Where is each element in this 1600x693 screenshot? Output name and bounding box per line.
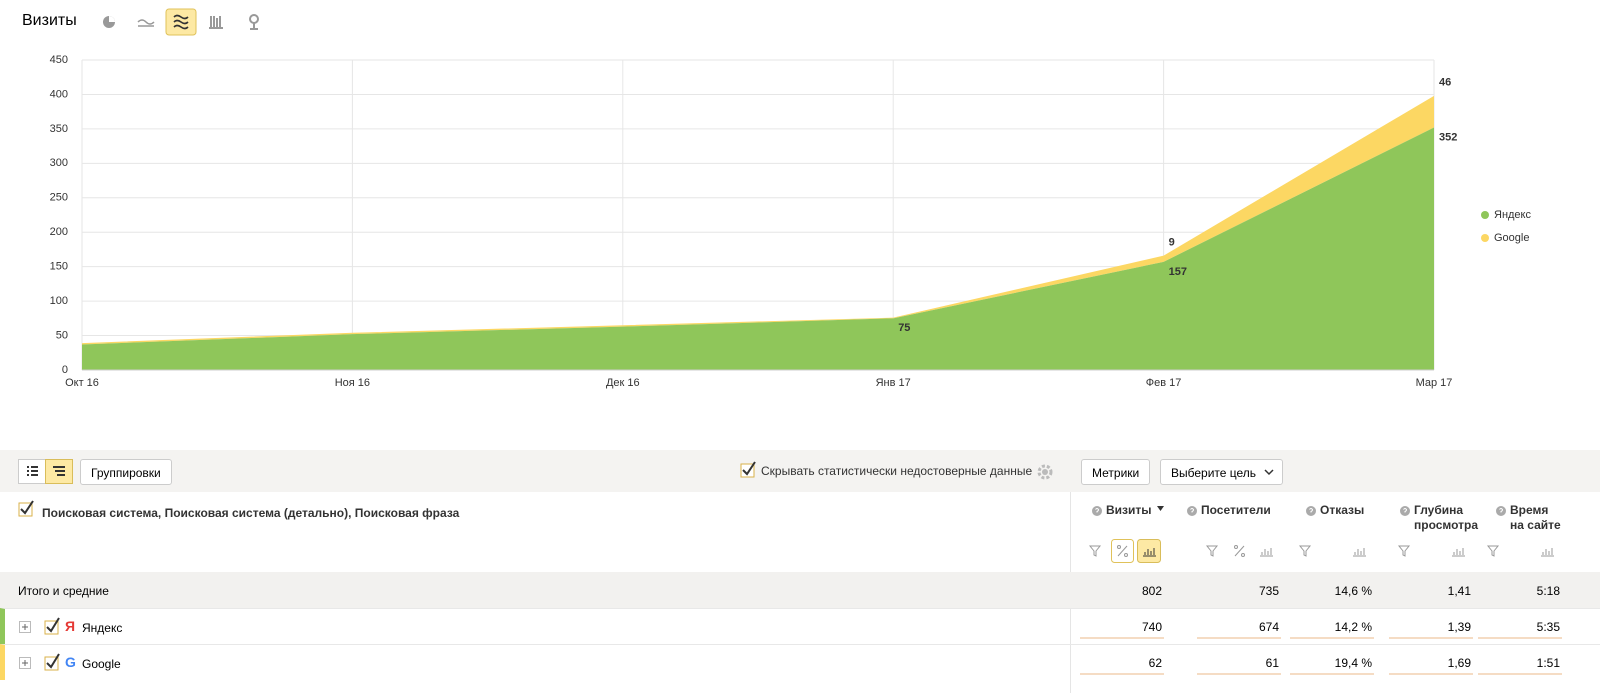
data-label: 157 — [1169, 266, 1187, 278]
cell: 5:35 — [1536, 620, 1560, 634]
row-name: Яндекс — [82, 621, 123, 635]
cell-bar — [1478, 673, 1562, 675]
cell: 61 — [1265, 656, 1279, 670]
y-tick-label: 100 — [50, 295, 68, 307]
chart-type-switcher[interactable] — [95, 8, 275, 36]
settings-icon[interactable] — [1036, 463, 1054, 481]
help-icon[interactable] — [1305, 505, 1317, 517]
dimension-header: Поисковая система, Поисковая система (де… — [42, 506, 460, 520]
legend-label: Google — [1494, 232, 1529, 244]
y-tick-label: 300 — [50, 157, 68, 169]
legend-marker — [1481, 234, 1489, 242]
cell-bar — [1197, 637, 1281, 639]
column-tools[interactable] — [1084, 539, 1164, 563]
checkbox[interactable] — [18, 500, 36, 518]
cell: 1:51 — [1536, 656, 1560, 670]
goal-label: Выберите цель — [1171, 466, 1257, 480]
column-header: Посетители — [1201, 503, 1271, 517]
cell: 735 — [1258, 584, 1279, 598]
help-icon[interactable] — [1399, 505, 1411, 517]
chart: 0 50 100 150 200 250 300 350 400 450 Окт 16 Ноя 16 Д… — [50, 54, 1532, 389]
y-tick-label: 50 — [56, 329, 68, 341]
data-label: 9 — [1169, 237, 1175, 249]
legend-marker — [1481, 211, 1489, 219]
column-tools[interactable] — [1201, 539, 1281, 563]
cell: 14,6 % — [1334, 584, 1372, 598]
cell-bar — [1389, 637, 1473, 639]
help-icon[interactable] — [1495, 505, 1507, 517]
cell-bar — [1290, 673, 1374, 675]
y-tick-label: 200 — [50, 226, 68, 238]
x-tick-label: Фев 17 — [1146, 377, 1182, 389]
sort-indicator[interactable] — [1157, 506, 1165, 512]
cell-bar — [1290, 637, 1374, 639]
cell-bar — [1080, 637, 1164, 639]
table-row — [0, 608, 1600, 644]
row-name: Google — [82, 657, 121, 671]
column-header: Глубина просмотра — [1414, 503, 1479, 532]
legend-label: Яндекс — [1494, 209, 1531, 221]
cell: 1,41 — [1447, 584, 1471, 598]
hide-unreliable-label[interactable]: Скрывать статистически недостоверные дан… — [761, 464, 1033, 478]
column-header: Отказы — [1320, 503, 1365, 517]
cell: 802 — [1141, 584, 1162, 598]
row-name: Итого и средние — [18, 584, 109, 598]
y-tick-label: 250 — [50, 192, 68, 204]
x-tick-label: Дек 16 — [606, 377, 640, 389]
cell-bar — [1080, 673, 1164, 675]
data-label: 46 — [1439, 77, 1451, 89]
y-tick-label: 400 — [50, 88, 68, 100]
column-tools[interactable] — [1482, 539, 1562, 563]
source-icon: G — [65, 654, 76, 670]
view-toggle[interactable] — [18, 459, 74, 485]
checkbox[interactable] — [740, 461, 758, 479]
y-tick-label: 350 — [50, 123, 68, 135]
cell: 674 — [1258, 620, 1279, 634]
column-header: Визиты — [1106, 503, 1152, 517]
column-tools[interactable] — [1393, 539, 1473, 563]
row-controls[interactable] — [18, 616, 78, 638]
column-header: Время на сайте — [1510, 503, 1561, 532]
cell: 19,4 % — [1334, 656, 1372, 670]
cell-bar — [1478, 637, 1562, 639]
cell: 1,39 — [1447, 620, 1471, 634]
area — [82, 127, 1434, 370]
x-tick-label: Мар 17 — [1416, 377, 1453, 389]
table-row — [0, 644, 1600, 680]
metrics-button[interactable]: Метрики — [1081, 459, 1151, 485]
data-label: 352 — [1439, 131, 1457, 143]
cell: 62 — [1148, 656, 1162, 670]
cell: 740 — [1141, 620, 1162, 634]
groupings-button[interactable]: Группировки — [80, 459, 172, 485]
cell: 1,69 — [1447, 656, 1471, 670]
table-row — [0, 572, 1600, 608]
y-tick-label: 0 — [62, 364, 68, 376]
help-icon[interactable] — [1091, 505, 1103, 517]
y-tick-label: 450 — [50, 54, 68, 66]
cell: 5:18 — [1536, 584, 1560, 598]
cell-bar — [1197, 673, 1281, 675]
x-tick-label: Окт 16 — [65, 377, 99, 389]
column-tools[interactable] — [1294, 539, 1374, 563]
goal-select[interactable]: Выберите цель — [1160, 459, 1284, 485]
cell-bar — [1389, 673, 1473, 675]
report-title: Визиты — [22, 12, 77, 29]
help-icon[interactable] — [1186, 505, 1198, 517]
data-label: 75 — [898, 322, 910, 334]
cell: 14,2 % — [1334, 620, 1372, 634]
row-controls[interactable] — [18, 652, 78, 674]
source-icon: Я — [65, 618, 76, 634]
x-tick-label: Ноя 16 — [335, 377, 370, 389]
y-tick-label: 150 — [50, 261, 68, 273]
toolbar — [0, 450, 1600, 492]
x-tick-label: Янв 17 — [876, 377, 911, 389]
